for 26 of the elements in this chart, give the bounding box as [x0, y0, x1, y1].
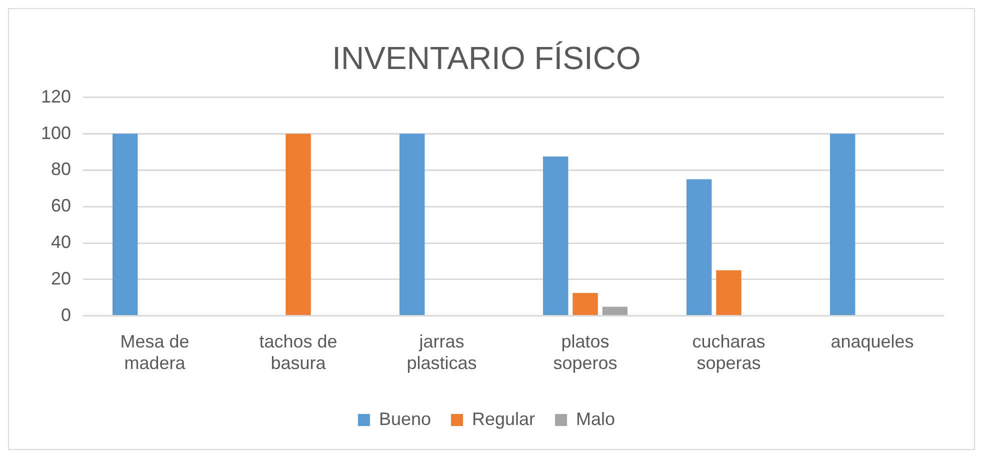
y-tick-label: 20 [51, 268, 72, 288]
legend-label: Bueno [378, 408, 432, 429]
bar [602, 306, 628, 316]
y-tick-label: 80 [51, 159, 72, 180]
y-tick-label: 120 [40, 86, 72, 106]
x-tick-label: jarras plasticas [406, 332, 477, 374]
bar [286, 134, 311, 316]
bar [830, 134, 856, 316]
x-tick-label: platos soperos [553, 332, 618, 374]
legend-label: Regular [472, 408, 536, 429]
legend-label: Malo [576, 408, 616, 429]
bar [686, 179, 712, 316]
bar [400, 134, 425, 316]
x-tick-label: tachos de basura [259, 332, 338, 374]
bar [112, 134, 138, 316]
bar [572, 293, 598, 316]
y-tick-label: 100 [40, 122, 72, 143]
y-tick-label: 0 [61, 304, 72, 325]
bar [716, 270, 742, 316]
chart-title: INVENTARIO FÍSICO [332, 40, 641, 76]
x-tick-label: cucharas soperas [692, 332, 766, 374]
y-tick-label: 60 [51, 196, 72, 216]
bar [543, 156, 568, 316]
x-tick-label: anaqueles [830, 332, 914, 352]
x-tick-label: Mesa de madera [120, 332, 190, 374]
y-tick-label: 40 [51, 232, 72, 252]
